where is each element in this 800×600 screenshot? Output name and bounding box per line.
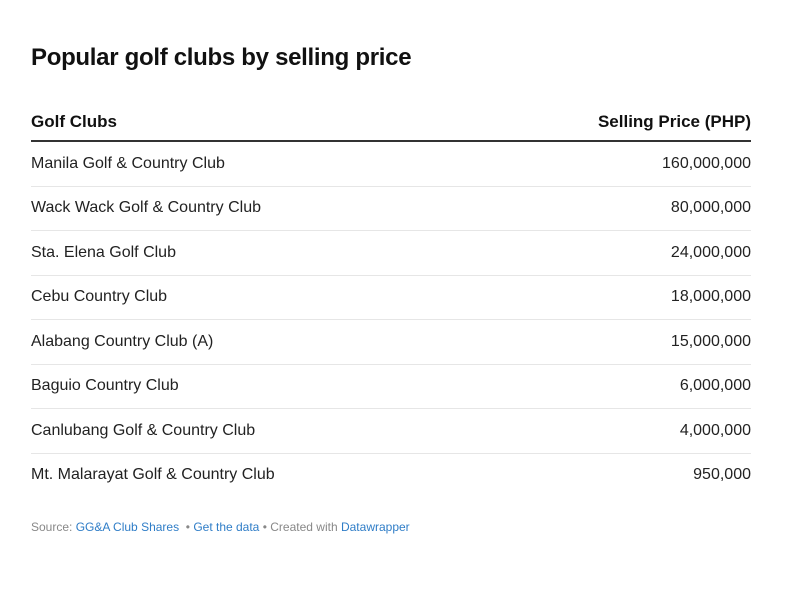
table-row: Alabang Country Club (A) 15,000,000 <box>31 319 751 365</box>
table-row: Baguio Country Club 6,000,000 <box>31 364 751 409</box>
separator: • <box>185 520 190 534</box>
source-link[interactable]: GG&A Club Shares <box>75 520 180 534</box>
table-row: Wack Wack Golf & Country Club 80,000,000 <box>31 186 751 231</box>
price-cell: 950,000 <box>693 466 751 484</box>
source-label: Source: <box>31 520 73 534</box>
club-name-cell: Wack Wack Golf & Country Club <box>31 186 474 231</box>
club-name-cell: Manila Golf & Country Club <box>31 141 474 187</box>
created-with-label: Created with <box>270 520 338 534</box>
golf-clubs-table: Golf Clubs Selling Price (PHP) Manila Go… <box>31 104 751 497</box>
club-name-cell: Sta. Elena Golf Club <box>31 230 474 276</box>
price-cell: 80,000,000 <box>473 186 751 231</box>
price-cell: 18,000,000 <box>473 275 751 320</box>
separator: • <box>262 520 267 534</box>
datawrapper-link[interactable]: Datawrapper <box>340 520 410 534</box>
table-row: Manila Golf & Country Club 160,000,000 <box>31 141 751 187</box>
price-cell: 4,000,000 <box>473 408 751 454</box>
club-name-cell: Baguio Country Club <box>31 364 474 409</box>
price-cell: 15,000,000 <box>473 319 751 365</box>
price-cell: 160,000,000 <box>473 141 751 187</box>
column-header-club[interactable]: Golf Clubs <box>31 104 474 142</box>
table-row: Sta. Elena Golf Club 24,000,000 <box>31 230 751 276</box>
table-row: Canlubang Golf & Country Club 4,000,000 <box>31 408 751 454</box>
club-name-cell: Canlubang Golf & Country Club <box>31 408 474 454</box>
table-row: Cebu Country Club 18,000,000 <box>31 275 751 320</box>
table-title: Popular golf clubs by selling price <box>31 44 412 71</box>
header-row: Golf Clubs Selling Price (PHP) <box>31 104 751 142</box>
footer: Source: GG&A Club Shares • Get the data … <box>31 520 410 534</box>
club-name-cell: Alabang Country Club (A) <box>31 319 474 365</box>
column-header-price[interactable]: Selling Price (PHP) <box>473 104 751 142</box>
price-cell: 6,000,000 <box>473 364 751 409</box>
club-name-cell: Mt. Malarayat Golf & Country Club <box>31 466 275 484</box>
get-data-link[interactable]: Get the data <box>193 520 260 534</box>
club-name-cell: Cebu Country Club <box>31 275 474 320</box>
table-row: Mt. Malarayat Golf & Country Club 950,000 <box>31 453 751 497</box>
price-cell: 24,000,000 <box>473 230 751 276</box>
